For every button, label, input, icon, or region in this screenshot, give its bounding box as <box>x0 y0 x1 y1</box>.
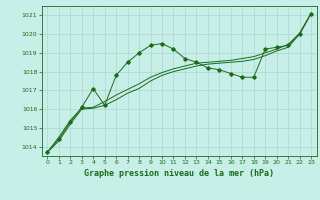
X-axis label: Graphe pression niveau de la mer (hPa): Graphe pression niveau de la mer (hPa) <box>84 169 274 178</box>
